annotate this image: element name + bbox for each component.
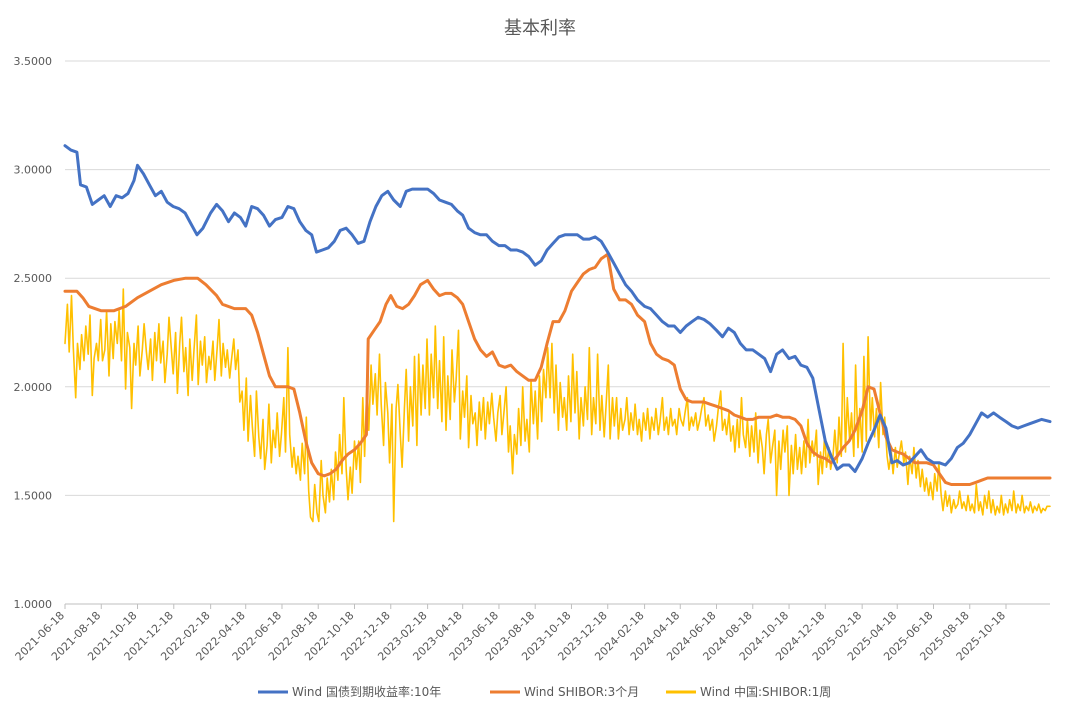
legend-label: Wind SHIBOR:3个月: [524, 685, 639, 699]
legend-label: Wind 国债到期收益率:10年: [292, 684, 441, 699]
y-tick-label: 1.5000: [14, 489, 53, 502]
y-tick-label: 2.5000: [14, 272, 53, 285]
legend: Wind 国债到期收益率:10年 Wind SHIBOR:3个月 Wind 中国:S…: [258, 684, 831, 699]
y-tick-label: 2.0000: [14, 381, 53, 394]
series-line-1: [63, 252, 1052, 486]
y-axis-tick-labels: 1.0000 1.5000 2.0000 2.5000 3.0000 3.5000: [14, 55, 53, 611]
series-line-2: [64, 288, 1051, 523]
gridlines: [65, 60, 1050, 605]
chart-title: 基本利率: [504, 18, 576, 39]
y-tick-label: 3.5000: [14, 55, 53, 68]
series-line-0: [63, 144, 1052, 473]
legend-label: Wind 中国:SHIBOR:1周: [700, 684, 831, 699]
x-axis-tick-labels: 2021-06-182021-08-182021-10-182021-12-18…: [13, 604, 1008, 663]
y-tick-label: 3.0000: [14, 164, 53, 177]
series-lines: [63, 144, 1052, 523]
y-tick-label: 1.0000: [14, 598, 53, 611]
